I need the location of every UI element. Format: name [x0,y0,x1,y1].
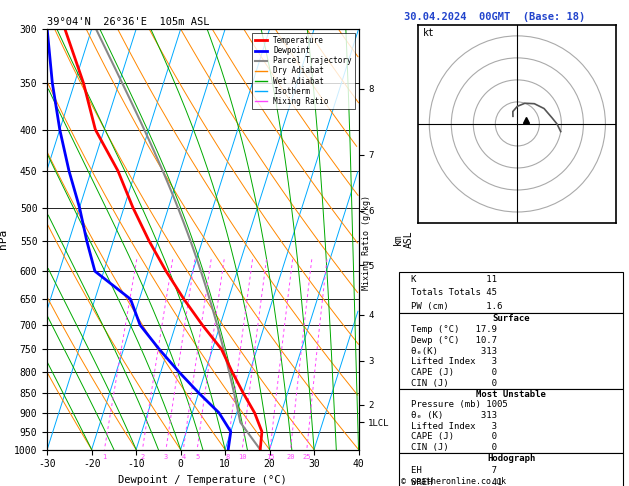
Text: CAPE (J)       0: CAPE (J) 0 [411,368,496,377]
Text: Temp (°C)   17.9: Temp (°C) 17.9 [411,325,496,334]
Text: © weatheronline.co.uk: © weatheronline.co.uk [401,477,506,486]
Text: Mixing Ratio (g/kg): Mixing Ratio (g/kg) [362,195,371,291]
Text: 4: 4 [181,454,186,460]
Y-axis label: hPa: hPa [0,229,8,249]
FancyBboxPatch shape [399,389,623,453]
Text: Dewp (°C)   10.7: Dewp (°C) 10.7 [411,336,496,345]
Text: Totals Totals 45: Totals Totals 45 [411,288,496,297]
FancyBboxPatch shape [399,313,623,389]
Text: CAPE (J)       0: CAPE (J) 0 [411,433,496,441]
Text: 1: 1 [103,454,106,460]
Text: Hodograph: Hodograph [487,454,535,464]
Text: CIN (J)        0: CIN (J) 0 [411,443,496,452]
Text: kt: kt [423,28,435,38]
Y-axis label: km
ASL: km ASL [392,230,414,248]
Text: θₑ (K)       313: θₑ (K) 313 [411,411,496,420]
Text: 39°04'N  26°36'E  105m ASL: 39°04'N 26°36'E 105m ASL [47,17,209,27]
Text: 25: 25 [303,454,311,460]
Text: CIN (J)        0: CIN (J) 0 [411,379,496,388]
Text: Most Unstable: Most Unstable [476,390,546,399]
Text: Pressure (mb) 1005: Pressure (mb) 1005 [411,400,508,409]
Text: 5: 5 [195,454,199,460]
Text: 20: 20 [286,454,295,460]
Text: K             11: K 11 [411,275,496,283]
Text: Surface: Surface [493,314,530,323]
Text: Lifted Index   3: Lifted Index 3 [411,422,496,431]
Text: Lifted Index   3: Lifted Index 3 [411,357,496,366]
Legend: Temperature, Dewpoint, Parcel Trajectory, Dry Adiabat, Wet Adiabat, Isotherm, Mi: Temperature, Dewpoint, Parcel Trajectory… [252,33,355,109]
Text: SREH           41: SREH 41 [411,478,502,486]
X-axis label: Dewpoint / Temperature (°C): Dewpoint / Temperature (°C) [118,475,287,485]
Text: 30.04.2024  00GMT  (Base: 18): 30.04.2024 00GMT (Base: 18) [404,12,585,22]
Text: θₑ(K)        313: θₑ(K) 313 [411,347,496,356]
FancyBboxPatch shape [399,453,623,486]
FancyBboxPatch shape [399,272,623,313]
Text: 10: 10 [238,454,247,460]
Text: PW (cm)       1.6: PW (cm) 1.6 [411,302,502,311]
Text: 8: 8 [225,454,230,460]
Text: 15: 15 [266,454,274,460]
Text: 3: 3 [164,454,168,460]
Text: 2: 2 [140,454,145,460]
Text: EH             7: EH 7 [411,467,496,475]
